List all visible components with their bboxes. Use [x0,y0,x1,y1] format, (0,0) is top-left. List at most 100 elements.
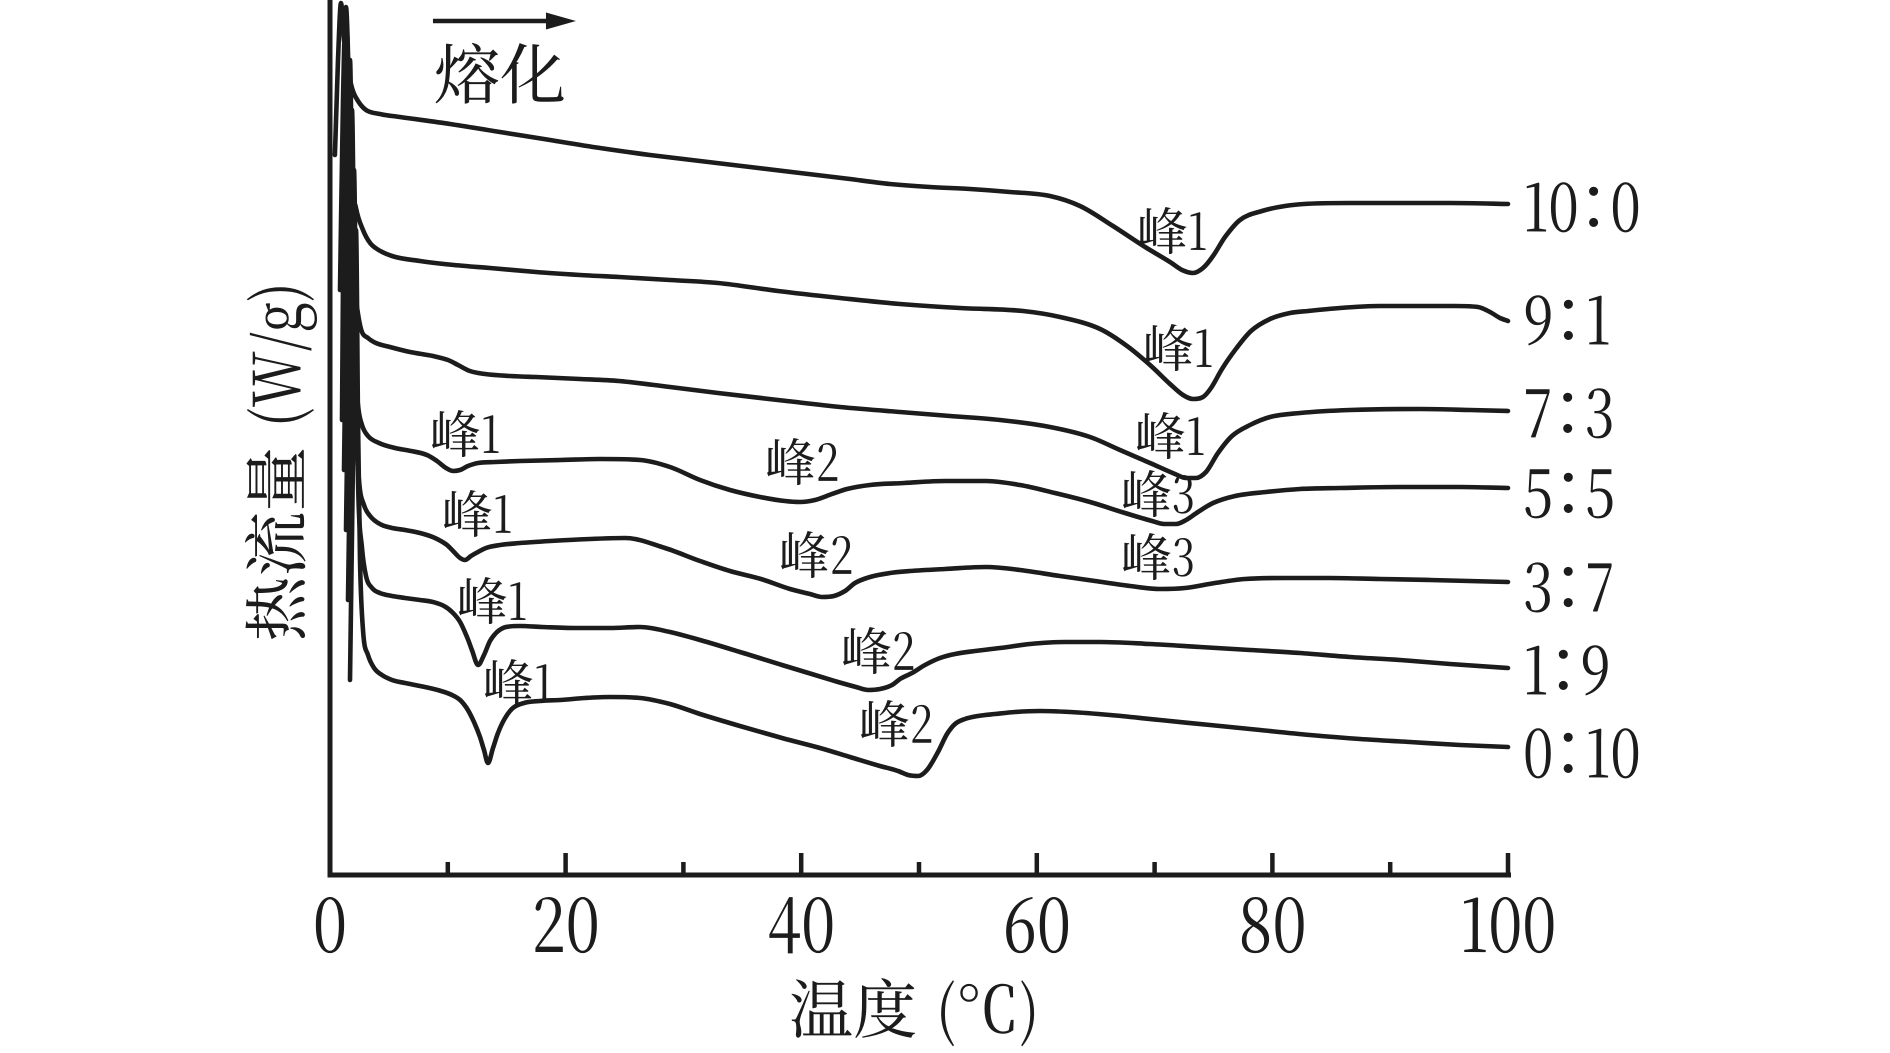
glyph-1 [1188,417,1204,455]
glyph-峰 [1136,412,1185,460]
peak-label [1144,324,1212,372]
melt-arrow-head-icon [545,12,576,30]
series-curve-1-9 [345,167,1511,693]
glyph-1 [1526,182,1547,232]
glyph-3 [1587,388,1612,439]
peak-label [860,699,932,747]
peak-label [484,659,552,707]
x-tick-label [1006,896,1069,954]
glyph-g [265,303,318,331]
peak-label [766,438,838,486]
glyph-7 [1526,389,1550,438]
series-label [1525,562,1612,613]
glyph-W [252,351,301,407]
series-label [1526,388,1612,439]
glyph-( [941,980,954,1047]
glyph-1 [1190,212,1206,250]
x-tick-label [769,896,833,954]
glyph-0 [1491,896,1520,954]
melt-direction-annotation: 熔化 [432,12,576,104]
glyph-2 [894,631,914,670]
glyph-1 [1589,295,1609,345]
glyph-1 [1196,329,1212,367]
glyph-7 [1588,563,1612,612]
glyph-1 [536,664,552,702]
glyph-9 [1582,645,1608,696]
glyph-峰 [443,489,492,537]
series-curve-7-3 [339,27,1511,481]
glyph-∶ [1563,472,1573,513]
plot-axes [327,0,1511,878]
series-curve-9-1 [337,4,1511,402]
glyph-℃ [960,983,1014,1034]
series-labels [1525,182,1639,779]
x-tick-label [1241,896,1304,954]
y-axis-title [244,287,318,640]
x-tick-label [315,896,345,954]
glyph-∶ [1563,566,1573,608]
glyph-0 [1275,896,1304,954]
glyph-1 [495,495,511,533]
series-label [1525,728,1639,779]
x-axis-title: 温度 (℃) [791,978,1035,1047]
glyph-0 [804,896,833,954]
glyph-2 [912,704,932,743]
glyph-度 [855,978,916,1038]
glyph-0 [1039,896,1069,954]
glyph-峰 [458,577,507,625]
glyph-( [246,409,315,423]
glyph-∶ [1589,186,1599,227]
glyph-) [246,287,315,301]
glyph-熔 [435,42,499,104]
glyph-1 [483,415,499,453]
series-curve-5-5 [341,57,1511,527]
series-curve-10-0 [332,0,1511,276]
glyph-9 [1525,295,1551,346]
series-curve-3-7 [343,107,1511,600]
glyph-2 [818,442,838,481]
y-axis-title-text [244,287,318,640]
series-curves [332,0,1511,779]
glyph-3 [1173,474,1193,514]
glyph-4 [769,897,800,954]
peak-label [431,410,499,458]
glyph-0 [1525,896,1554,954]
glyph-峰 [431,410,480,458]
peak-labels [431,207,1212,747]
glyph-峰 [1122,533,1171,581]
peak-label [842,627,914,675]
glyph-0 [1525,728,1551,779]
glyph-8 [1241,896,1270,954]
glyph-0 [568,896,597,954]
melt-arrow-icon [432,12,576,30]
glyph-1 [1463,897,1486,953]
glyph-峰 [860,699,909,747]
peak-label [443,489,511,537]
glyph-峰 [1144,324,1193,372]
glyph-峰 [1138,207,1187,255]
series-curve-0-10 [347,227,1511,779]
x-tick-label [1463,896,1554,954]
x-tick-labels [315,896,1554,954]
glyph-峰 [484,659,533,707]
x-tick-label [535,896,597,954]
glyph-0 [1612,182,1639,233]
glyph-热 [245,579,306,640]
series-label [1526,645,1608,696]
peak-label [780,531,852,579]
melt-label-text [435,42,564,104]
glyph-峰 [780,531,829,579]
glyph-∶ [1563,392,1573,433]
glyph-化 [501,43,564,104]
glyph-2 [535,896,563,952]
glyph-峰 [842,627,891,675]
glyph-温 [791,979,852,1038]
glyph-0 [1550,182,1577,233]
glyph-流 [244,513,306,574]
glyph-3 [1525,562,1550,613]
peak-label [1122,533,1193,581]
glyph-) [1021,980,1035,1047]
x-axis-title-text [791,978,1035,1047]
glyph-峰 [1122,470,1171,518]
peak-label [458,577,526,625]
